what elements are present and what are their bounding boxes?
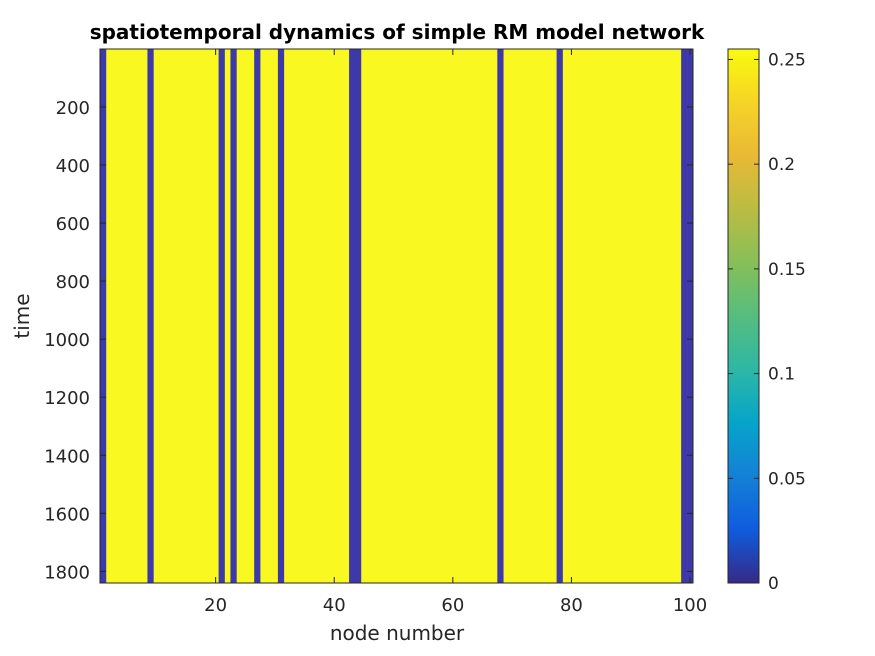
x-axis-label: node number bbox=[330, 621, 465, 645]
colorbar-tick-label: 0.2 bbox=[768, 155, 795, 175]
heatmap-column-node-68 bbox=[497, 49, 504, 583]
y-tick-label: 1000 bbox=[44, 330, 90, 351]
heatmap-column-node-27 bbox=[254, 49, 261, 583]
chart-title: spatiotemporal dynamics of simple RM mod… bbox=[90, 20, 705, 44]
y-tick-label: 1200 bbox=[44, 388, 90, 409]
heatmap-column-node-44 bbox=[354, 49, 362, 583]
heatmap-column-node-23 bbox=[230, 49, 237, 583]
colorbar-tick-label: 0.25 bbox=[768, 50, 806, 70]
y-tick-label: 1400 bbox=[44, 446, 90, 467]
x-tick-label: 20 bbox=[204, 595, 227, 616]
heatmap-columns bbox=[100, 49, 694, 583]
y-axis-label: time bbox=[10, 293, 34, 338]
colorbar-tick-label: 0.15 bbox=[768, 260, 806, 280]
heatmap-background bbox=[100, 49, 693, 583]
x-axis-ticks: 20 40 60 80 100 bbox=[204, 49, 707, 616]
x-tick-label: 60 bbox=[441, 595, 464, 616]
y-tick-label: 1800 bbox=[44, 562, 90, 583]
y-tick-label: 1600 bbox=[44, 504, 90, 525]
colorbar-tick-label: 0.05 bbox=[768, 469, 806, 489]
y-tick-label: 200 bbox=[56, 98, 90, 119]
heatmap-column-node-21 bbox=[218, 49, 225, 583]
colorbar: 0 0.05 0.1 0.15 0.2 0.25 bbox=[727, 48, 806, 594]
x-tick-label: 80 bbox=[560, 595, 583, 616]
plot-frame bbox=[99, 48, 694, 584]
y-tick-label: 400 bbox=[56, 156, 90, 177]
colorbar-tick-label: 0.1 bbox=[768, 365, 795, 385]
heatmap-column-node-31 bbox=[277, 49, 285, 583]
heatmap-column-node-1 bbox=[100, 49, 107, 583]
heatmap-column-node-9 bbox=[147, 49, 154, 583]
x-tick-label: 100 bbox=[673, 595, 707, 616]
colorbar-ticks: 0 0.05 0.1 0.15 0.2 0.25 bbox=[728, 50, 806, 594]
y-tick-label: 800 bbox=[56, 272, 90, 293]
heatmap-column-node-78 bbox=[556, 49, 563, 583]
y-axis-ticks: 200 400 600 800 1000 1200 1400 1600 1800 bbox=[44, 98, 693, 583]
heatmap-column-node-99 bbox=[681, 49, 688, 583]
x-tick-label: 40 bbox=[323, 595, 346, 616]
y-tick-label: 600 bbox=[56, 214, 90, 235]
colorbar-gradient bbox=[727, 48, 760, 584]
heatmap-plot-area: 20 40 60 80 100 200 400 600 800 1000 1200 1400 1600… bbox=[44, 48, 707, 616]
heatmap-column-node-43 bbox=[349, 49, 356, 583]
heatmap-column-node-100 bbox=[687, 49, 694, 583]
colorbar-tick-label: 0 bbox=[768, 574, 779, 594]
